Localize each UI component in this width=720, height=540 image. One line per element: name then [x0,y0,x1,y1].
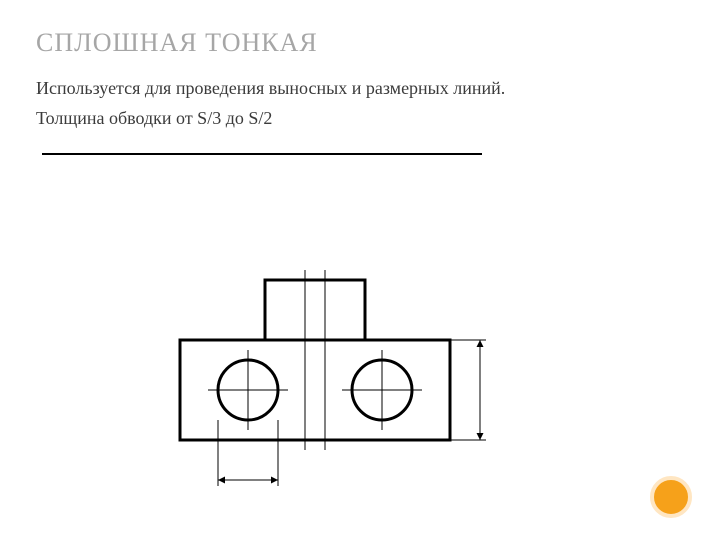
slide: СПЛОШНАЯ ТОНКАЯ Используется для проведе… [0,0,720,540]
sample-thin-line [42,153,482,155]
slide-decor-dot [650,476,692,518]
technical-drawing-svg [150,250,520,500]
technical-drawing [150,250,520,500]
body-line-2: Толщина обводки от S/3 до S/2 [36,106,684,130]
body-line-1: Используется для проведения выносных и р… [36,76,684,100]
slide-title: СПЛОШНАЯ ТОНКАЯ [36,28,684,58]
